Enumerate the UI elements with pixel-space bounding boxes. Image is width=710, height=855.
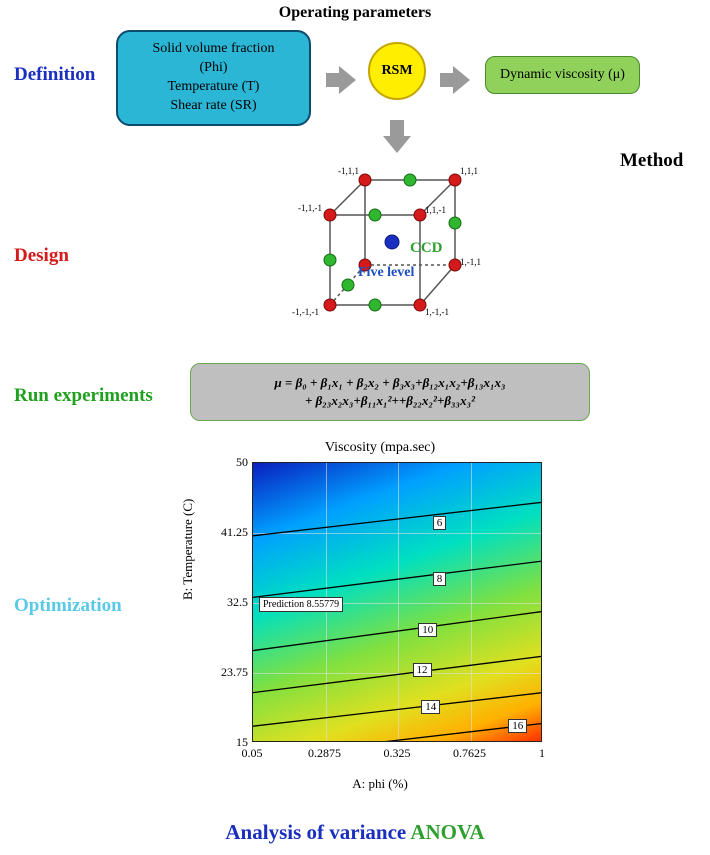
x-tick: 1 [524,746,560,761]
arrow-rsm-down [383,120,411,153]
input-line-2: Temperature (T) [134,78,293,97]
stage-optimization-label: Optimization [14,595,122,617]
contour-label: 16 [508,719,527,733]
y-tick: 50 [236,455,248,470]
prediction-label: Prediction 8.55779 [259,597,343,612]
cube-lbl: 1,1,-1 [425,205,446,215]
x-tick: 0.7625 [452,746,488,761]
input-line-1: Solid volume fraction [134,40,293,59]
contour-label: 12 [413,663,432,677]
contour-label: 8 [433,572,447,586]
arrow-inputs-to-rsm [326,66,356,94]
equation-box: μ = β₀ + β₁x₁ + β₂x₂ + β₃x₃+β₁₂x₁x₂+β₁₃x… [190,363,590,421]
inputs-box: Solid volume fraction (Phi) Temperature … [116,30,311,126]
contour-label: 6 [433,516,447,530]
cube-lbl: -1,1,1 [338,166,359,176]
stage-method-label: Method [620,150,683,172]
footer-anova: Analysis of variance ANOVA [225,820,484,845]
ccd-label: CCD [410,240,443,257]
y-tick: 32.5 [227,595,248,610]
input-line-3: Shear rate (SR) [134,97,293,116]
footer-part1: Analysis of variance [225,820,410,844]
eq-line-1: μ = β₀ + β₁x₁ + β₂x₂ + β₃x₃+β₁₂x₁x₂+β₁₃x… [207,374,573,392]
contour-label: 14 [421,700,440,714]
five-level-label: Five level [358,265,414,281]
cube-lbl: 1,1,1 [460,166,478,176]
eq-line-2: + β₂₃x₂x₃+β₁₁x₁²++β₂₂x₂²+β₃₃x₃² [207,392,573,410]
y-tick: 23.75 [221,665,248,680]
cube-lbl: 1,-1,-1 [425,307,449,317]
x-tick: 0.2875 [307,746,343,761]
y-tick: 41.25 [221,525,248,540]
output-box: Dynamic viscosity (μ) [485,56,640,94]
cube-lbl: -1,-1,-1 [292,307,319,317]
chart-title: Viscosity (mpa.sec) [190,440,570,456]
ccd-cube: CCD Five level -1,1,1 1,1,1 -1,1,-1 1,1,… [300,165,500,340]
ccd-cube-svg [300,165,500,340]
arrow-rsm-to-output [440,66,470,94]
operating-parameters-title: Operating parameters [279,4,431,22]
stage-definition-label: Definition [14,64,95,86]
x-axis-label: A: phi (%) [190,776,570,792]
cube-lbl: -1,1,-1 [298,203,322,213]
output-text: Dynamic viscosity (μ) [500,67,625,82]
stage-run-label: Run experiments [14,385,153,407]
y-axis-label: B: Temperature (C) [180,499,196,600]
footer-part2: ANOVA [410,820,484,844]
rsm-circle: RSM [368,42,426,100]
plot-area: 6 8 10 12 14 16 Prediction 8.55779 [252,462,542,742]
stage-design-label: Design [14,245,69,267]
cube-lbl: 1,-1,1 [460,257,481,267]
x-tick: 0.05 [234,746,270,761]
contour-label: 10 [418,623,437,637]
input-line-1b: (Phi) [134,59,293,78]
viscosity-chart: Viscosity (mpa.sec) B: Temperature (C) 6… [190,440,570,800]
x-tick: 0.325 [379,746,415,761]
